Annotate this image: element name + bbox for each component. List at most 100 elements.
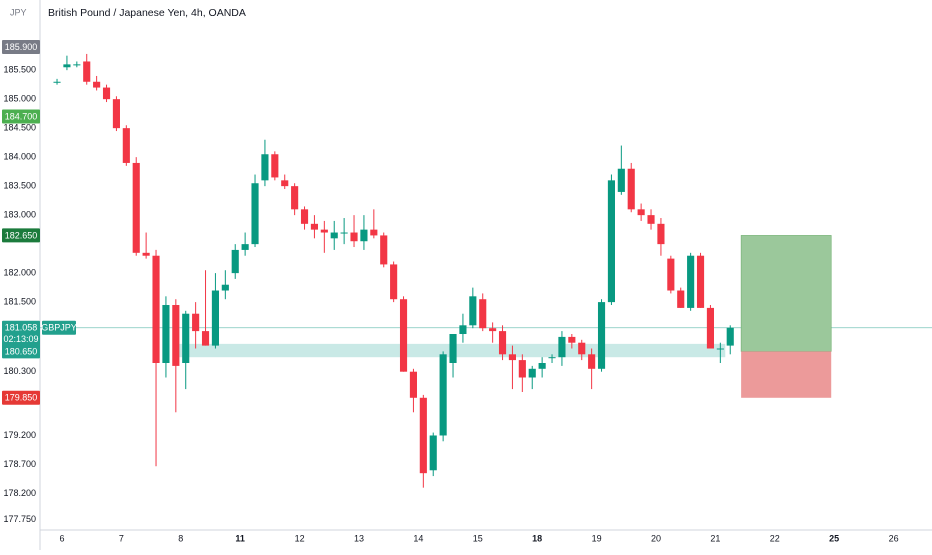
price-label: 185.900 bbox=[5, 42, 38, 52]
x-tick-label: 22 bbox=[770, 533, 780, 543]
loss-zone bbox=[741, 351, 832, 398]
x-tick-label: 26 bbox=[889, 533, 899, 543]
price-label-box bbox=[2, 390, 40, 405]
x-tick-label: 6 bbox=[59, 533, 64, 543]
candle-body bbox=[83, 61, 91, 82]
candle-body bbox=[73, 64, 81, 66]
candle-body bbox=[489, 328, 497, 332]
candle-body bbox=[677, 290, 685, 308]
candle-body bbox=[211, 290, 219, 346]
candle-body bbox=[449, 334, 457, 363]
y-tick-label: 180.300 bbox=[3, 366, 36, 376]
y-tick-label: 178.200 bbox=[3, 488, 36, 498]
currency: JPY bbox=[10, 7, 27, 17]
candle-body bbox=[340, 232, 348, 234]
candle-body bbox=[479, 299, 487, 329]
candle-body bbox=[390, 264, 398, 300]
candle-body bbox=[281, 180, 289, 187]
symbol-tag: GBPJPY bbox=[41, 323, 77, 333]
candle-body bbox=[300, 209, 309, 224]
candle-body bbox=[380, 235, 388, 265]
price-label: 182.650 bbox=[5, 230, 38, 240]
candle-body bbox=[261, 154, 269, 181]
candle-body bbox=[370, 229, 378, 236]
candle-body bbox=[360, 229, 368, 242]
candle-body bbox=[558, 336, 566, 358]
candle-body bbox=[597, 302, 606, 369]
candle-body bbox=[667, 258, 675, 291]
candle-body bbox=[310, 223, 318, 230]
candle-body bbox=[469, 296, 477, 326]
candle-body bbox=[498, 331, 507, 355]
candle-body bbox=[538, 362, 546, 369]
candle-body bbox=[201, 331, 210, 346]
x-tick-label: 14 bbox=[413, 533, 423, 543]
candle-body bbox=[102, 87, 111, 100]
price-label: 180.650 bbox=[5, 346, 38, 356]
candle-body bbox=[588, 354, 596, 369]
candle-body bbox=[142, 252, 150, 256]
candle-body bbox=[122, 128, 130, 163]
candle-body bbox=[568, 336, 576, 343]
x-tick-label: 21 bbox=[710, 533, 720, 543]
price-label: 184.700 bbox=[5, 111, 38, 121]
candle-body bbox=[716, 348, 724, 350]
x-tick-label: 18 bbox=[532, 533, 542, 543]
y-tick-label: 184.000 bbox=[3, 152, 36, 162]
x-tick-label: 8 bbox=[178, 533, 183, 543]
candle-body bbox=[657, 223, 665, 245]
y-tick-label: 179.200 bbox=[3, 430, 36, 440]
candle-body bbox=[330, 232, 338, 239]
candle-body bbox=[429, 435, 437, 471]
candle-body bbox=[231, 249, 239, 274]
y-tick-label: 183.000 bbox=[3, 210, 36, 220]
y-tick-label: 185.500 bbox=[3, 65, 36, 75]
candle-body bbox=[637, 209, 645, 216]
last-price-box bbox=[2, 320, 40, 347]
candle-body bbox=[291, 186, 299, 210]
candle-body bbox=[320, 229, 328, 233]
x-tick-label: 13 bbox=[354, 533, 364, 543]
price-label-box bbox=[2, 109, 40, 124]
chart-title: British Pound / Japanese Yen, 4h, OANDA bbox=[48, 7, 246, 19]
x-tick-label: 12 bbox=[295, 533, 305, 543]
y-tick-label: 181.500 bbox=[3, 296, 36, 306]
candle-body bbox=[241, 244, 249, 250]
candle-body bbox=[63, 64, 71, 68]
y-tick-label: 183.500 bbox=[3, 181, 36, 191]
candle-body bbox=[409, 371, 417, 398]
last-price-label: 181.058 bbox=[5, 323, 38, 333]
symbol-tag-box bbox=[42, 320, 76, 335]
candle-body bbox=[53, 81, 61, 83]
candle-body bbox=[251, 183, 259, 245]
price-label: 179.850 bbox=[5, 393, 38, 403]
candle-body bbox=[518, 360, 526, 378]
candle-body bbox=[192, 313, 200, 332]
candle-body bbox=[221, 284, 229, 291]
y-tick-label: 182.000 bbox=[3, 267, 36, 277]
candle-body bbox=[399, 299, 408, 372]
candle-body bbox=[419, 397, 427, 474]
candle-body bbox=[152, 255, 160, 363]
x-tick-label: 7 bbox=[119, 533, 124, 543]
candle-body bbox=[528, 368, 536, 378]
candle-body bbox=[271, 154, 279, 178]
candle-body bbox=[112, 99, 120, 129]
candle-body bbox=[350, 232, 358, 242]
x-tick-label: 25 bbox=[829, 533, 839, 543]
candle-body bbox=[182, 313, 190, 363]
countdown: 02:13:09 bbox=[3, 334, 38, 344]
y-tick-label: 177.750 bbox=[3, 514, 36, 524]
candle-body bbox=[93, 81, 101, 88]
candle-body bbox=[578, 342, 586, 355]
candle-body bbox=[706, 307, 714, 349]
candle-body bbox=[726, 327, 734, 346]
price-label-box bbox=[2, 228, 40, 243]
price-label-box bbox=[2, 39, 40, 54]
x-tick-label: 11 bbox=[235, 533, 245, 543]
candle-body bbox=[627, 168, 635, 210]
x-tick-label: 15 bbox=[473, 533, 483, 543]
y-tick-label: 178.700 bbox=[3, 459, 36, 469]
